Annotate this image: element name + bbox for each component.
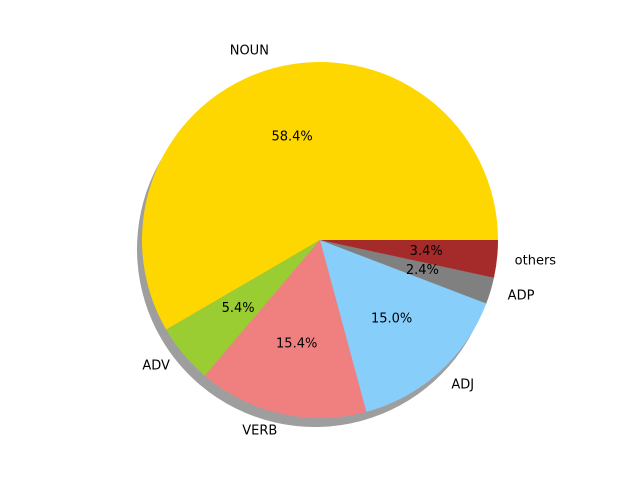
percent-labels: 58.4% 5.4% 15.4% 15.0% 2.4% 3.4%	[222, 129, 443, 351]
pie-slices	[141, 61, 498, 418]
percent-label-verb: 15.4%	[276, 337, 317, 352]
percent-label-adv: 5.4%	[222, 301, 255, 316]
category-labels: NOUN ADV VERB ADJ ADP others	[142, 43, 556, 438]
category-label-adp: ADP	[508, 288, 535, 303]
percent-label-noun: 58.4%	[271, 129, 312, 144]
slice-others	[320, 240, 498, 278]
category-label-verb: VERB	[242, 424, 277, 439]
percent-label-adp: 2.4%	[406, 263, 439, 278]
category-label-adv: ADV	[142, 358, 170, 373]
category-label-adj: ADJ	[451, 378, 474, 393]
slice-adv	[166, 240, 320, 376]
slice-adj	[320, 240, 487, 412]
slice-adp	[320, 240, 494, 304]
category-label-noun: NOUN	[230, 43, 269, 58]
slice-verb	[204, 240, 367, 418]
category-label-others: others	[515, 253, 557, 268]
slice-noun	[141, 61, 498, 330]
percent-label-others: 3.4%	[410, 244, 443, 259]
percent-label-adj: 15.0%	[371, 312, 412, 327]
